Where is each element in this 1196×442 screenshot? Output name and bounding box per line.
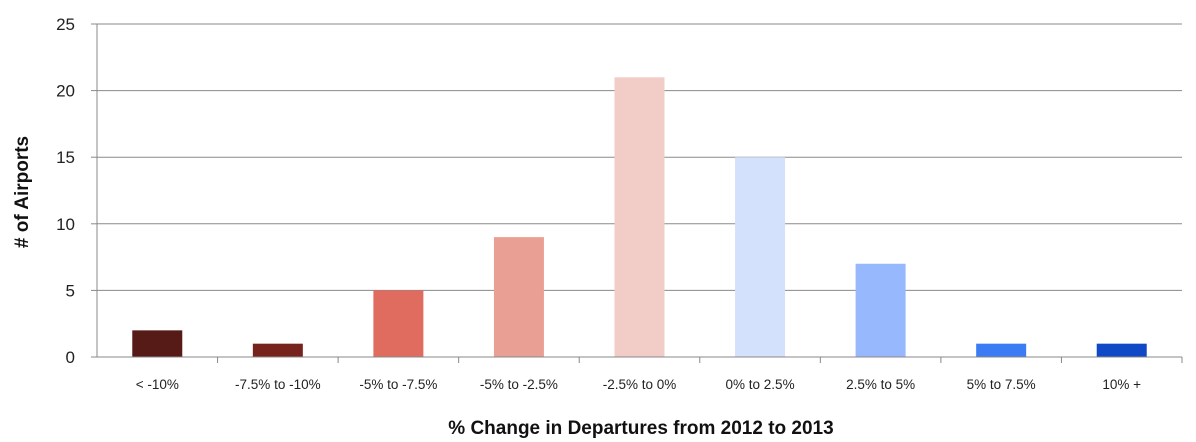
- y-tick-label: 5: [66, 281, 75, 300]
- x-tick-label: -5% to -7.5%: [359, 377, 437, 392]
- bar: [252, 343, 303, 357]
- y-axis-title: # of Airports: [12, 136, 33, 248]
- x-tick-label: 5% to 7.5%: [967, 377, 1036, 392]
- bar: [493, 237, 544, 357]
- y-tick-label: 10: [56, 215, 75, 234]
- y-tick-label: 15: [56, 148, 75, 167]
- x-tick-label: 0% to 2.5%: [726, 377, 795, 392]
- bar: [855, 263, 906, 357]
- x-axis-title: % Change in Departures from 2012 to 2013: [448, 418, 833, 439]
- bar: [735, 157, 786, 357]
- x-tick-label: < -10%: [136, 377, 179, 392]
- y-tick-label: 0: [66, 348, 75, 367]
- x-tick-label: 2.5% to 5%: [846, 377, 915, 392]
- y-axis-ticks: 0 5 10 15 20 25: [56, 15, 97, 367]
- bar: [373, 290, 424, 357]
- x-tick-label: -5% to -2.5%: [480, 377, 558, 392]
- x-tick-label: 10% +: [1102, 377, 1141, 392]
- bar: [976, 343, 1027, 357]
- bar: [132, 330, 183, 357]
- x-axis-ticks: < -10% -7.5% to -10% -5% to -7.5% -5% to -2…: [136, 357, 1183, 392]
- y-tick-label: 20: [56, 82, 75, 101]
- x-tick-label: -7.5% to -10%: [235, 377, 321, 392]
- bar: [614, 77, 665, 357]
- bars: [132, 77, 1147, 357]
- y-tick-label: 25: [56, 15, 75, 34]
- bar: [1096, 343, 1147, 357]
- x-tick-label: -2.5% to 0%: [603, 377, 677, 392]
